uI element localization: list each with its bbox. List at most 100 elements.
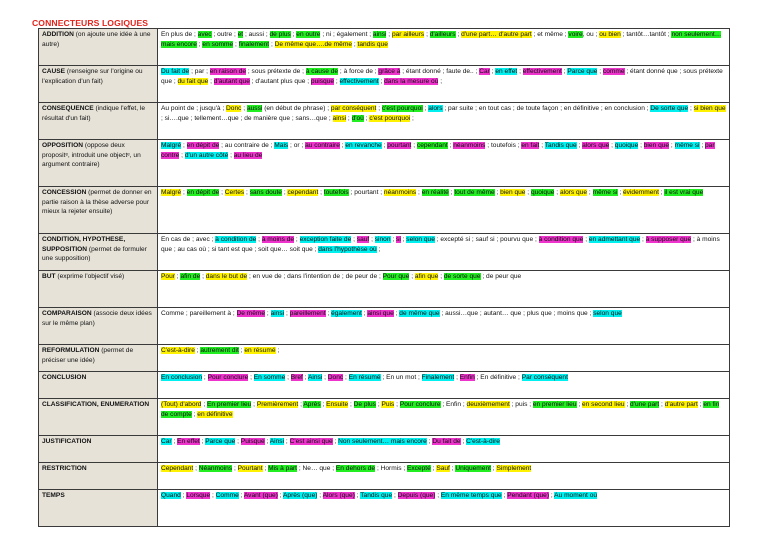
connector-text: ; toutefois ; bbox=[485, 142, 522, 149]
highlighted-connector: De plus bbox=[353, 401, 376, 408]
highlighted-connector: d'autre part bbox=[664, 401, 698, 408]
highlighted-connector: effectivement bbox=[339, 77, 379, 85]
connector-text: ; à moins que ; au cas où ; si tant est … bbox=[161, 236, 720, 253]
highlighted-connector: Parce que bbox=[205, 438, 236, 445]
connector-text: ; bbox=[193, 465, 199, 472]
category-name: RESTRICTION bbox=[42, 465, 87, 472]
connector-text: ; bbox=[400, 236, 407, 243]
examples-cell: En conclusion ; Pour conclure ; En somme… bbox=[157, 371, 730, 399]
connector-text: ; étant donné que ; sous prétexte que ; bbox=[161, 68, 723, 85]
connector-text: Comme ; pareillement à ; bbox=[161, 310, 237, 317]
connector-text: ; bbox=[269, 40, 275, 48]
highlighted-connector: Bref bbox=[290, 374, 303, 381]
highlighted-connector: c'est pourquoi bbox=[369, 114, 411, 122]
highlighted-connector: selon que bbox=[406, 236, 435, 243]
connector-text: ; bbox=[659, 401, 665, 408]
highlighted-connector: en fait bbox=[521, 142, 540, 149]
highlighted-connector: de même que bbox=[399, 310, 440, 317]
connector-text: ; aussi…que ; autant… que ; plus que ; m… bbox=[439, 310, 594, 317]
highlighted-connector: Puisque bbox=[240, 438, 265, 445]
connector-text: ; sous prétexte de ; bbox=[246, 68, 306, 75]
highlighted-connector: du fait que bbox=[177, 77, 209, 85]
examples-cell: En cas de ; avec ; à condition de ; à mo… bbox=[157, 233, 730, 271]
connector-text: ; bbox=[351, 40, 358, 48]
highlighted-connector: en définitive bbox=[197, 410, 233, 418]
highlighted-connector: En effet bbox=[177, 438, 200, 445]
connector-text: ; or ; bbox=[288, 142, 306, 149]
connector-text: ; bbox=[318, 189, 324, 196]
connector-text: ; bbox=[325, 310, 332, 317]
connector-text: ; bbox=[426, 438, 433, 445]
highlighted-connector: Ensuite bbox=[326, 401, 349, 408]
highlighted-connector: de sorte que bbox=[443, 273, 481, 280]
connector-text: ; outre ; bbox=[211, 31, 238, 38]
highlighted-connector: par ailleurs bbox=[391, 31, 425, 38]
highlighted-connector: ainsi bbox=[332, 114, 347, 122]
connector-text: ; par suite ; en tout cas ; de toute faç… bbox=[442, 105, 651, 112]
category-cell: ADDITION (on ajoute une idée à une autre… bbox=[38, 28, 158, 66]
connector-text: ; bbox=[438, 77, 443, 85]
highlighted-connector: Enfin bbox=[459, 374, 475, 381]
highlighted-connector: pourtant bbox=[387, 142, 412, 149]
highlighted-connector: Excepté bbox=[406, 465, 431, 472]
connector-text: ; bbox=[460, 438, 467, 445]
connector-text: ; puis ; bbox=[509, 401, 533, 408]
highlighted-connector: deuxièmement bbox=[466, 401, 510, 408]
highlighted-connector: néanmoins bbox=[453, 142, 486, 149]
highlighted-connector: dans l'hypothèse où bbox=[318, 245, 377, 253]
highlighted-connector: ou bien bbox=[599, 31, 621, 38]
connector-text: ; bbox=[549, 492, 555, 499]
category-name: CONDITION, HYPOTHESE, SUPPOSITION bbox=[42, 236, 126, 253]
highlighted-connector: en second lieu bbox=[582, 401, 625, 408]
connector-text: ; bbox=[609, 142, 615, 149]
highlighted-connector: quoique bbox=[614, 142, 639, 149]
highlighted-connector: d'un autre côté bbox=[184, 151, 229, 159]
table-row: JUSTIFICATION Car ; En effet ; Parce que … bbox=[38, 435, 730, 463]
connector-text: ; bbox=[179, 151, 185, 159]
highlighted-connector: Par conséquent bbox=[521, 374, 568, 381]
connector-text: ; bbox=[583, 236, 589, 243]
highlighted-connector: cependant bbox=[287, 189, 319, 196]
highlighted-connector: Comme bbox=[215, 492, 239, 499]
highlighted-connector: si bbox=[396, 236, 401, 243]
connector-text: ; bbox=[284, 438, 290, 445]
table-row: CAUSE (renseigne sur l'origine ou l'expl… bbox=[38, 65, 730, 103]
highlighted-connector: ainsi bbox=[270, 310, 285, 317]
connector-text: ; bbox=[346, 114, 352, 122]
highlighted-connector: dans le but de bbox=[205, 273, 248, 280]
highlighted-connector: Non seulement… mais encore bbox=[338, 438, 427, 445]
connector-text: ; bbox=[339, 142, 346, 149]
examples-cell: Du fait de ; par ; en raison de ; sous p… bbox=[157, 65, 730, 103]
connector-text: ; pourtant ; bbox=[348, 189, 384, 196]
highlighted-connector: Simplement bbox=[496, 465, 532, 472]
connector-text: ; bbox=[244, 189, 250, 196]
category-description: (on ajoute une idée à une autre) bbox=[42, 31, 151, 48]
connector-text: ; bbox=[219, 189, 225, 196]
connector-text: ; bbox=[392, 492, 398, 499]
connector-text: (en début de phrase) ; bbox=[262, 105, 331, 112]
examples-cell: C'est-à-dire ; autrement dit ; en résumé… bbox=[157, 344, 730, 372]
highlighted-connector: si bien que bbox=[693, 105, 726, 112]
highlighted-connector: Tandis que bbox=[544, 142, 577, 149]
highlighted-connector: quoique bbox=[530, 189, 555, 196]
connector-text: En plus de ; bbox=[161, 31, 198, 38]
highlighted-connector: Mis à part bbox=[268, 465, 298, 472]
connector-text: ; bbox=[554, 189, 560, 196]
connector-text: ; bbox=[454, 374, 460, 381]
highlighted-connector: en réalité bbox=[421, 189, 449, 196]
highlighted-connector: grâce à bbox=[378, 68, 401, 75]
connector-text: ; bbox=[354, 492, 361, 499]
highlighted-connector: Néanmoins bbox=[198, 465, 233, 472]
connector-text: ; bbox=[343, 374, 349, 381]
connector-text: ; bbox=[381, 142, 388, 149]
highlighted-connector: sinon bbox=[374, 236, 391, 243]
connector-text: ; à force de ; bbox=[338, 68, 379, 75]
connector-text: ; bbox=[489, 68, 496, 75]
category-description: (permet de donner en partie raison à la … bbox=[42, 189, 152, 216]
connectors-table: ADDITION (on ajoute une idée à une autre… bbox=[38, 28, 730, 527]
table-row: CONCESSION (permet de donner en partie r… bbox=[38, 186, 730, 234]
highlighted-connector: En premier lieu bbox=[206, 401, 252, 408]
highlighted-connector: en outre bbox=[296, 31, 321, 38]
category-name: TEMPS bbox=[42, 492, 65, 499]
highlighted-connector: Finalement bbox=[421, 374, 455, 381]
